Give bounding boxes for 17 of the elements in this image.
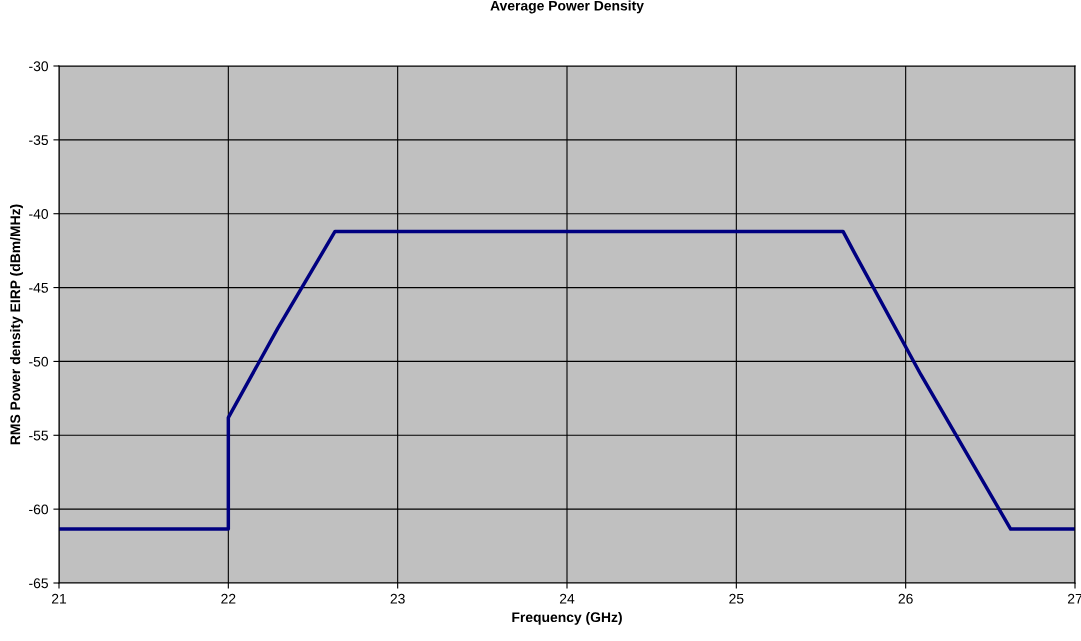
y-tick-label: -55 — [29, 430, 48, 441]
x-tick-label: 22 — [221, 593, 236, 604]
x-tick-label: 23 — [390, 593, 405, 604]
y-tick-label: -60 — [29, 504, 49, 515]
y-tick-label: -40 — [29, 209, 49, 219]
y-tick-label: -50 — [29, 356, 49, 367]
y-tick-label: -65 — [29, 578, 48, 589]
x-axis-title: Frequency (GHz) — [512, 611, 622, 625]
x-tick-label: 24 — [559, 593, 575, 604]
chart-title: Average Power Density — [490, 0, 644, 14]
y-tick-label: -45 — [29, 283, 48, 293]
y-axis-title: RMS Power density EIRP (dBm/MHz) — [10, 204, 23, 445]
y-tick-label: -35 — [29, 135, 48, 146]
y-tick-label: -30 — [29, 61, 49, 72]
x-tick-label: 26 — [898, 593, 913, 604]
x-tick-label: 25 — [729, 593, 744, 604]
x-tick-label: 21 — [51, 593, 67, 604]
